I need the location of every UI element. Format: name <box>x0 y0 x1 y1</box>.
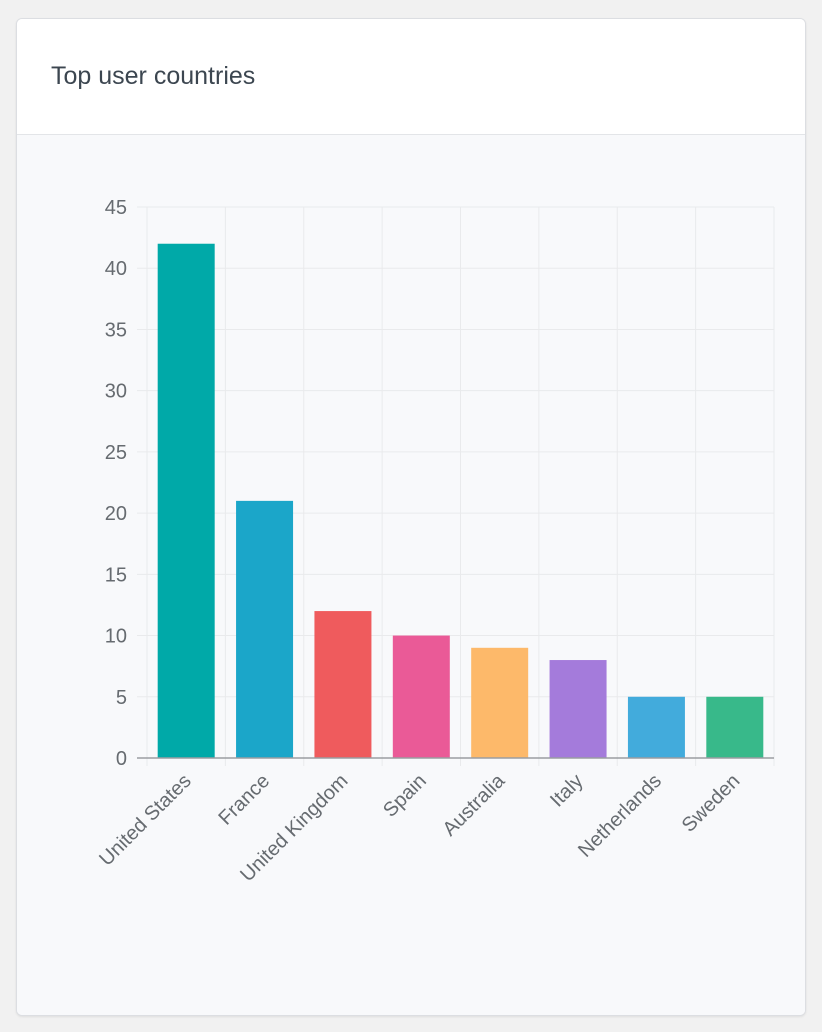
card-title: Top user countries <box>51 62 256 90</box>
bar-netherlands <box>627 696 685 758</box>
bars <box>157 243 764 758</box>
bar-spain <box>392 635 450 758</box>
bar-australia <box>471 647 529 758</box>
y-tick-label: 15 <box>105 564 127 586</box>
y-tick-label: 25 <box>105 442 127 464</box>
x-tick-label: Netherlands <box>574 770 666 862</box>
bar-united-kingdom <box>314 611 372 758</box>
bar-france <box>236 500 294 758</box>
x-tick-label: Spain <box>379 770 431 822</box>
x-tick-label: France <box>215 770 275 830</box>
y-tick-label: 0 <box>116 748 127 770</box>
y-tick-label: 20 <box>105 503 127 525</box>
y-tick-labels: 0 5 10 15 20 25 30 35 40 45 <box>105 197 127 770</box>
y-tick-label: 35 <box>105 319 127 341</box>
bar-sweden <box>706 696 764 758</box>
y-tick-label: 10 <box>105 626 127 648</box>
bar-italy <box>549 660 607 758</box>
top-user-countries-card: Top user countries 0 5 10 15 20 25 30 35 40 45 Un… <box>16 18 806 1016</box>
card-header: Top user countries <box>17 19 805 135</box>
bar-united-states <box>157 243 215 758</box>
x-tick-label: Italy <box>546 770 587 811</box>
y-tick-label: 5 <box>116 687 127 709</box>
card-body: 0 5 10 15 20 25 30 35 40 45 United States France Un… <box>17 135 805 1015</box>
x-tick-label: Australia <box>439 769 510 840</box>
grid-lines <box>137 206 775 766</box>
y-tick-label: 30 <box>105 381 127 403</box>
y-tick-label: 40 <box>105 258 127 280</box>
x-tick-label: United States <box>95 770 195 870</box>
y-tick-label: 45 <box>105 197 127 219</box>
x-tick-label: Sweden <box>678 770 745 837</box>
